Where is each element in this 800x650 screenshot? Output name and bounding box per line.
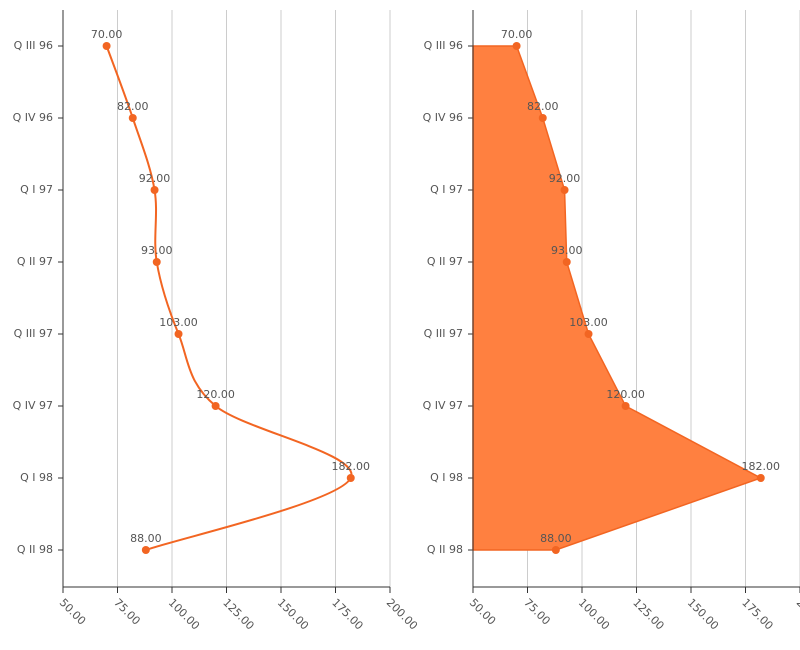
- data-label: 93.00: [551, 244, 583, 257]
- marker: [102, 42, 111, 50]
- y-tick-label: Q I 97: [20, 183, 53, 196]
- data-label: 70.00: [501, 28, 533, 41]
- marker: [756, 474, 765, 482]
- marker: [621, 402, 630, 410]
- y-tick-label: Q II 98: [427, 543, 463, 556]
- x-tick-label: 125.00: [220, 596, 256, 632]
- data-label: 70.00: [91, 28, 123, 41]
- data-label: 92.00: [139, 172, 171, 185]
- x-tick-label: 175.00: [739, 596, 775, 632]
- y-tick-label: Q III 96: [14, 39, 53, 52]
- y-tick-label: Q IV 97: [423, 399, 463, 412]
- x-tick-label: 175.00: [329, 596, 365, 632]
- marker: [562, 258, 571, 266]
- y-tick-label: Q II 97: [17, 255, 53, 268]
- marker: [150, 186, 159, 194]
- x-tick-label: 200.00: [794, 596, 800, 632]
- data-label: 88.00: [540, 532, 572, 545]
- marker: [141, 546, 150, 554]
- x-tick-label: 75.00: [111, 596, 142, 627]
- x-tick-label: 100.00: [576, 596, 612, 632]
- y-tick-label: Q IV 97: [13, 399, 53, 412]
- marker: [560, 186, 569, 194]
- data-label: 92.00: [549, 172, 581, 185]
- marker: [152, 258, 161, 266]
- data-label: 82.00: [527, 100, 559, 113]
- y-tick-label: Q IV 96: [423, 111, 463, 124]
- data-label: 182.00: [742, 460, 781, 473]
- data-label: 182.00: [332, 460, 371, 473]
- x-tick-label: 150.00: [275, 596, 311, 632]
- y-tick-label: Q III 96: [424, 39, 463, 52]
- data-label: 82.00: [117, 100, 149, 113]
- marker: [211, 402, 220, 410]
- marker: [551, 546, 560, 554]
- y-tick-label: Q I 97: [430, 183, 463, 196]
- plot: 50.00 75.00 100.00 125.00 150.00 175.00 200.00…: [13, 10, 420, 632]
- x-tick-label: 200.00: [384, 596, 420, 632]
- marker: [346, 474, 355, 482]
- x-tick-label: 100.00: [166, 596, 202, 632]
- data-label: 103.00: [159, 316, 198, 329]
- marker: [584, 330, 593, 338]
- x-tick-label: 50.00: [57, 596, 88, 627]
- plot: 50.00 75.00 100.00 125.00 150.00 175.00 200.00…: [423, 10, 800, 632]
- line: [105, 45, 353, 551]
- data-label: 120.00: [606, 388, 645, 401]
- y-tick-label: Q III 97: [424, 327, 463, 340]
- x-tick-label: 50.00: [467, 596, 498, 627]
- y-tick-label: Q III 97: [14, 327, 53, 340]
- data-label: 88.00: [130, 532, 162, 545]
- marker: [512, 42, 521, 50]
- data-label: 103.00: [569, 316, 608, 329]
- marker: [174, 330, 183, 338]
- area: [472, 45, 763, 551]
- data-label: 93.00: [141, 244, 173, 257]
- y-tick-label: Q II 98: [17, 543, 53, 556]
- y-tick-label: Q I 98: [20, 471, 53, 484]
- data-label: 120.00: [196, 388, 235, 401]
- marker: [538, 114, 547, 122]
- marker: [128, 114, 137, 122]
- x-tick-label: 150.00: [685, 596, 721, 632]
- y-tick-label: Q I 98: [430, 471, 463, 484]
- x-tick-label: 125.00: [630, 596, 666, 632]
- x-tick-label: 75.00: [521, 596, 552, 627]
- y-tick-label: Q II 97: [427, 255, 463, 268]
- y-tick-label: Q IV 96: [13, 111, 53, 124]
